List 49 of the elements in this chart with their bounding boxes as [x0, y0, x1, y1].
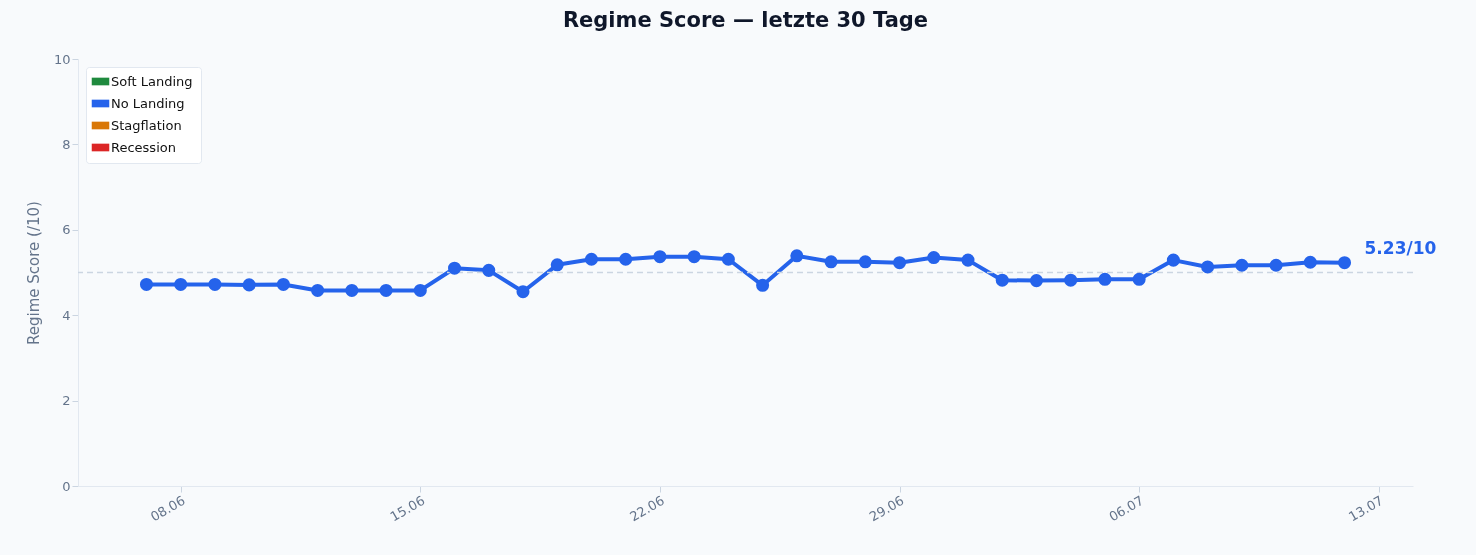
- legend-label: Soft Landing: [111, 73, 193, 89]
- point: [687, 250, 701, 264]
- point: [379, 283, 393, 297]
- point: [482, 263, 496, 277]
- point: [858, 255, 872, 269]
- point: [276, 277, 290, 291]
- legend-label: No Landing: [111, 95, 185, 111]
- point: [1303, 255, 1317, 269]
- point: [174, 277, 188, 291]
- point: [345, 283, 359, 297]
- legend-label: Recession: [111, 139, 176, 155]
- point: [756, 278, 770, 292]
- y-tick-label: 4: [62, 307, 71, 323]
- point: [1029, 274, 1043, 288]
- point: [516, 285, 530, 299]
- legend-label: Stagflation: [111, 117, 182, 133]
- point: [653, 250, 667, 264]
- y-tick-label: 6: [62, 222, 71, 238]
- point: [1098, 272, 1112, 286]
- point: [619, 252, 633, 266]
- point: [1201, 260, 1215, 274]
- y-tick-label: 0: [62, 478, 71, 494]
- point: [413, 283, 427, 297]
- point: [311, 283, 325, 297]
- point: [584, 252, 598, 266]
- point: [1269, 258, 1283, 272]
- y-tick-label: 10: [53, 51, 71, 67]
- point: [824, 255, 838, 269]
- point: [139, 277, 153, 291]
- y-axis-title: Regime Score (/10): [24, 201, 43, 345]
- chart-title: Regime Score — letzte 30 Tage: [562, 8, 929, 32]
- point: [1132, 272, 1146, 286]
- point: [550, 258, 564, 272]
- point: [995, 273, 1009, 287]
- point: [790, 249, 804, 263]
- point: [242, 278, 256, 292]
- point: [1235, 258, 1249, 272]
- point: [961, 253, 975, 267]
- point: [893, 256, 907, 270]
- point: [927, 251, 941, 265]
- point: [1338, 256, 1352, 270]
- y-tick-label: 2: [62, 393, 71, 409]
- point: [1064, 273, 1078, 287]
- point: [1166, 253, 1180, 267]
- y-tick-label: 8: [62, 136, 71, 152]
- point: [448, 261, 462, 275]
- point: [721, 252, 735, 266]
- point: [208, 277, 222, 291]
- annotation: 5.23/10: [1364, 237, 1437, 258]
